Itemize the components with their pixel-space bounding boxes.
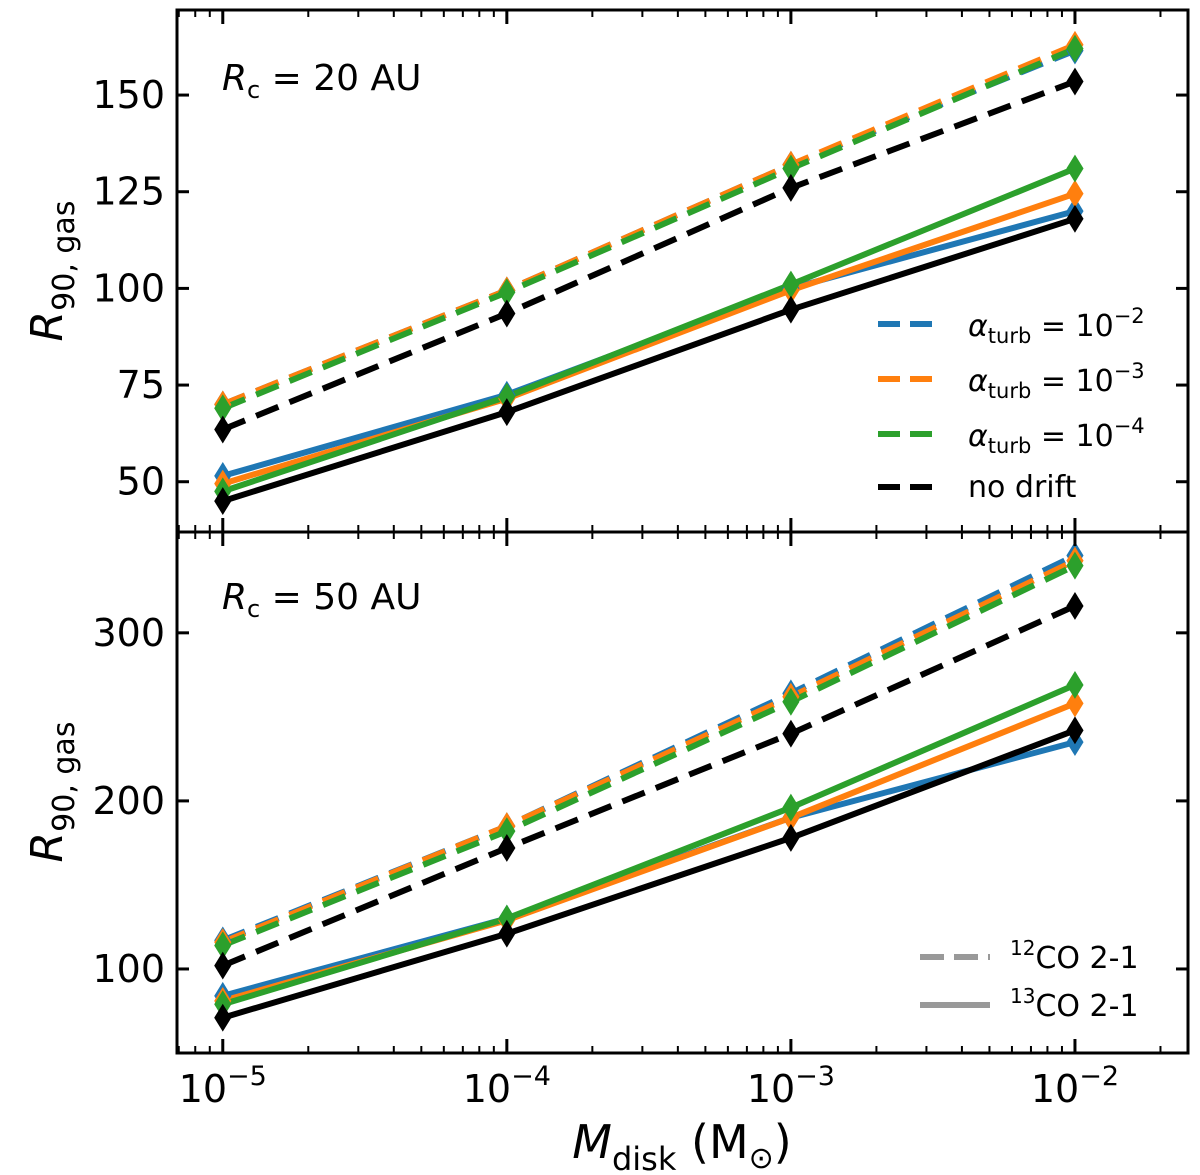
bottom-marker-no-drift-13co-2-1 (782, 823, 800, 852)
top-marker-no-drift-13co-2-1 (498, 398, 516, 427)
bottom-y-ticks: 100 200 300 (92, 611, 1188, 991)
legend-label-no-drift: no drift (968, 470, 1077, 505)
legend-entry-alpha-1e-4: αturb = 10−4 (878, 414, 1145, 458)
bottom-marker-no-drift-13co-2-1 (498, 919, 516, 948)
y-tick-label: 75 (117, 363, 165, 407)
bottom-y-axis-label: R90, gas (22, 722, 82, 863)
top-marker-alpha-turb-1e-4-13co-2-1 (1066, 154, 1084, 183)
x-tick-label: 10−5 (179, 1061, 267, 1111)
y-tick-label: 200 (92, 779, 165, 823)
bottom-marker-no-drift-12co-2-1 (214, 951, 232, 980)
bottom-marker-no-drift-13co-2-1 (214, 1003, 232, 1032)
bottom-x-ticks: 10−5 10−4 10−3 10−2 (177, 532, 1162, 1111)
bottom-series-markers (214, 541, 1084, 1032)
y-tick-label: 100 (92, 266, 165, 310)
legend-label-13co: 13CO 2-1 (1010, 984, 1139, 1024)
bottom-line-alpha-turb-1e-3-13co-2-1 (221, 700, 1077, 1004)
legend-entry-alpha-1e-3: αturb = 10−3 (878, 359, 1145, 403)
legend-entry-no-drift: no drift (878, 470, 1077, 505)
top-marker-no-drift-13co-2-1 (782, 295, 800, 324)
top-annotation: Rc = 20 AU (222, 58, 422, 104)
y-tick-label: 125 (92, 170, 165, 214)
top-panel: 50 75 100 125 150 Rc = 20 AU R90, gas αturb … (22, 8, 1190, 534)
bottom-marker-alpha-turb-1e-4-12co-2-1 (1066, 551, 1084, 580)
top-y-axis-label: R90, gas (22, 201, 82, 342)
top-marker-alpha-turb-1e-4-12co-2-1 (1066, 34, 1084, 63)
bottom-axes-frame (175, 530, 1190, 1055)
top-y-ticks: 50 75 100 125 150 (92, 73, 1188, 504)
y-tick-label: 50 (117, 460, 165, 504)
top-series-markers (214, 30, 1084, 516)
top-line-alpha-turb-1e-4-12co-2-1 (221, 45, 1077, 412)
top-line-alpha-turb-1e-4-13co-2-1 (221, 165, 1077, 495)
bottom-annotation: Rc = 50 AU (222, 577, 422, 623)
bottom-marker-no-drift-12co-2-1 (1066, 591, 1084, 620)
legend-label-12co: 12CO 2-1 (1010, 936, 1139, 976)
top-marker-no-drift-13co-2-1 (1066, 204, 1084, 233)
top-line-alpha-turb-1e-2-12co-2-1 (221, 47, 1077, 408)
top-marker-no-drift-12co-2-1 (214, 415, 232, 444)
bottom-marker-alpha-turb-1e-4-13co-2-1 (1066, 670, 1084, 699)
y-tick-label: 100 (92, 947, 165, 991)
y-tick-label: 150 (92, 73, 165, 117)
legend-label-alpha-1e-3: αturb = 10−3 (968, 359, 1145, 403)
top-line-no-drift-12co-2-1 (221, 78, 1077, 433)
bottom-marker-no-drift-13co-2-1 (1066, 716, 1084, 745)
top-marker-no-drift-13co-2-1 (214, 487, 232, 516)
bottom-line-alpha-turb-1e-4-12co-2-1 (221, 562, 1077, 949)
x-tick-label: 10−2 (1031, 1061, 1119, 1111)
top-marker-no-drift-12co-2-1 (782, 173, 800, 202)
bottom-marker-alpha-turb-1e-4-12co-2-1 (782, 687, 800, 716)
x-tick-label: 10−3 (747, 1061, 835, 1111)
x-axis-label: Mdisk (M⊙) (572, 1115, 791, 1175)
x-tick-label: 10−4 (463, 1061, 551, 1111)
bottom-marker-alpha-turb-1e-4-13co-2-1 (782, 793, 800, 822)
bottom-series-lines (221, 552, 1077, 1021)
top-legend: αturb = 10−2 αturb = 10−3 αturb = 10−4 n… (878, 304, 1145, 505)
bottom-line-alpha-turb-1e-3-12co-2-1 (221, 557, 1077, 945)
legend-entry-13co: 13CO 2-1 (920, 984, 1139, 1024)
bottom-marker-no-drift-12co-2-1 (782, 719, 800, 748)
top-marker-no-drift-12co-2-1 (498, 299, 516, 328)
top-line-no-drift-13co-2-1 (221, 215, 1076, 504)
top-series-lines (221, 42, 1077, 504)
top-marker-alpha-turb-1e-3-13co-2-1 (1066, 179, 1084, 208)
bottom-line-alpha-turb-1e-4-13co-2-1 (221, 682, 1077, 1008)
legend-entry-alpha-1e-2: αturb = 10−2 (878, 304, 1145, 348)
legend-label-alpha-1e-4: αturb = 10−4 (968, 414, 1145, 458)
top-marker-no-drift-12co-2-1 (1066, 67, 1084, 96)
bottom-marker-no-drift-12co-2-1 (498, 834, 516, 862)
bottom-line-no-drift-12co-2-1 (221, 603, 1077, 969)
bottom-panel: 100 200 300 10−5 10−4 10−3 10−2 Rc = 50 AU R9… (22, 530, 1190, 1175)
legend-label-alpha-1e-2: αturb = 10−2 (968, 304, 1145, 348)
legend-entry-12co: 12CO 2-1 (920, 936, 1139, 976)
y-tick-label: 300 (92, 611, 165, 655)
bottom-legend: 12CO 2-1 13CO 2-1 (920, 936, 1139, 1024)
bottom-line-no-drift-13co-2-1 (221, 727, 1077, 1021)
